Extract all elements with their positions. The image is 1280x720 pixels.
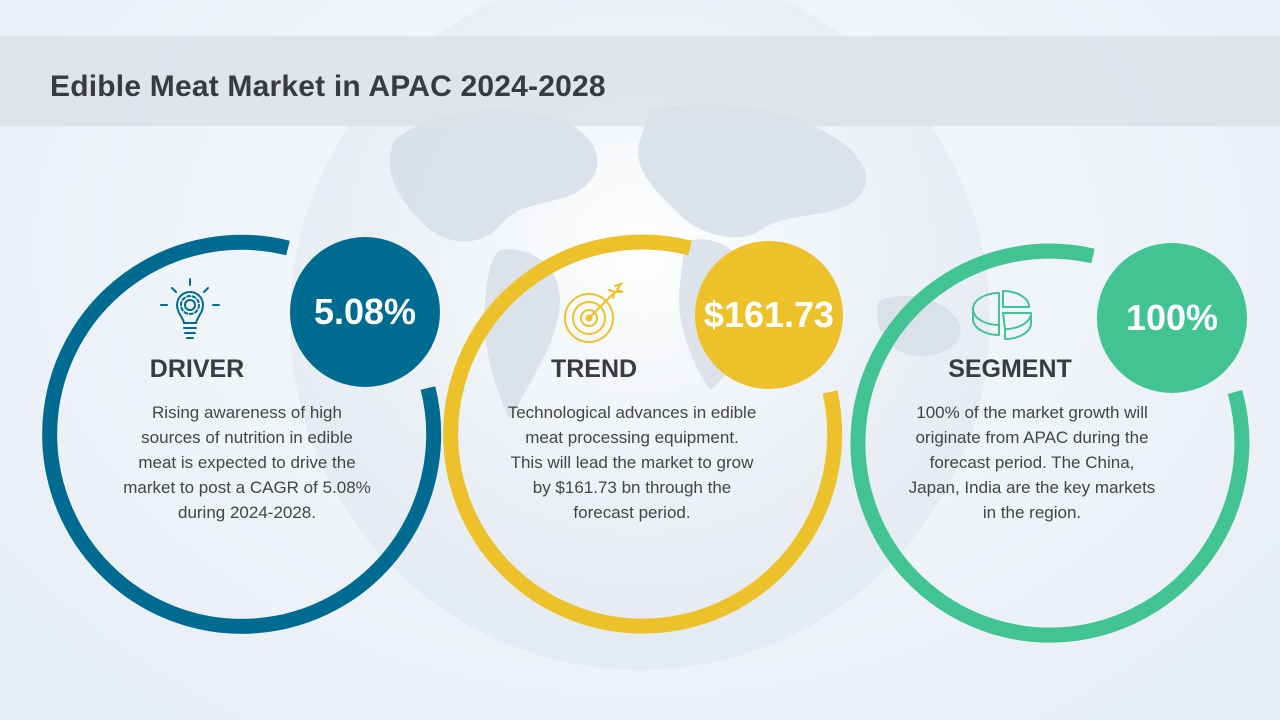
segment-ring [850,243,1250,643]
segment-label: SEGMENT [948,355,1072,383]
title-band [0,36,1280,126]
driver-card: DRIVER Rising awareness of high sources … [40,240,440,640]
driver-description: Rising awareness of high sources of nutr… [123,403,371,522]
trend-card: TREND Technological advances in edible m… [442,240,842,640]
trend-ring [443,234,843,634]
driver-ring [42,234,442,634]
driver-stat-badge: 5.08% [290,237,440,387]
segment-stat-badge: 100% [1097,243,1247,393]
trend-description: Technological advances in edible meat pr… [507,403,757,522]
trend-label: TREND [550,355,638,383]
target-arrow-icon [564,282,624,343]
pie-chart-icon [972,290,1032,340]
trend-stat-badge: $161.73 [695,241,843,389]
lightbulb-gear-icon [160,278,220,339]
page-title: Edible Meat Market in APAC 2024-2028 [50,70,606,103]
segment-description: 100% of the market growth will originate… [908,403,1156,522]
segment-card: SEGMENT 100% of the market growth will o… [845,240,1245,640]
driver-label: DRIVER [149,355,245,383]
